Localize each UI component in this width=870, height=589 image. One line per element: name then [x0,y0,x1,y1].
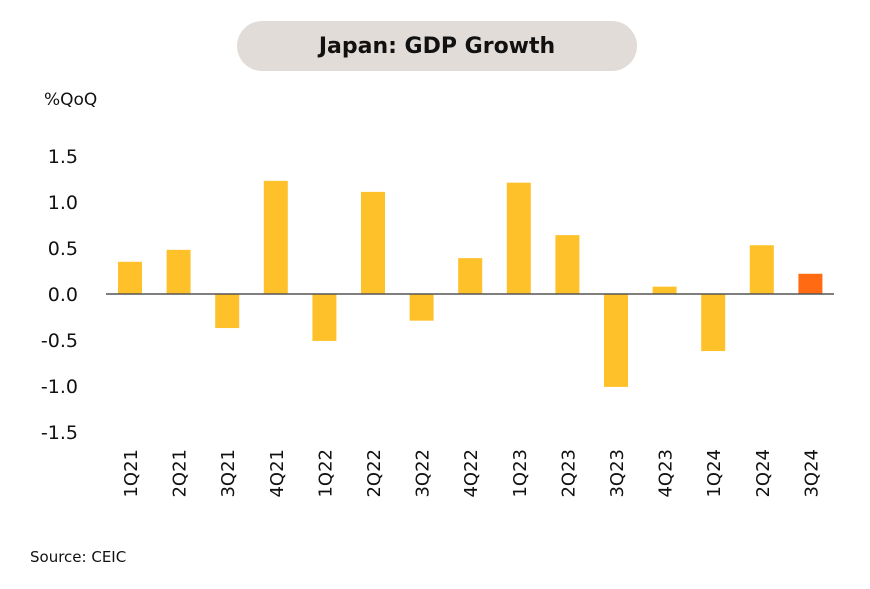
y-tick-label: -1.5 [41,422,78,444]
y-tick-label: 0.0 [48,284,78,306]
bar-1Q24 [701,294,726,352]
x-tick-label: 3Q21 [218,449,239,498]
x-tick-label: 3Q24 [801,449,822,498]
x-tick-label: 3Q23 [607,449,628,498]
bar-2Q21 [166,249,191,294]
x-tick-label: 1Q22 [315,449,336,498]
bar-1Q21 [118,261,142,294]
bar-3Q23 [604,294,628,387]
x-tick-label: 1Q23 [510,449,531,498]
bar-4Q23 [652,286,677,294]
x-tick-label: 2Q24 [753,449,774,498]
bar-1Q23 [506,182,531,294]
x-tick-label: 1Q21 [121,449,142,498]
bar-3Q24 [798,273,823,294]
x-tick-label: 4Q22 [461,449,482,498]
y-tick-label: 1.0 [48,192,78,214]
bar-4Q21 [263,180,288,294]
bar-4Q22 [458,258,483,294]
x-tick-label: 2Q22 [364,449,385,498]
y-axis-unit-label: %QoQ [44,90,98,110]
y-tick-label: 1.5 [48,146,78,168]
y-tick-label: -1.0 [41,376,78,398]
bar-2Q24 [749,245,774,294]
chart-title: Japan: GDP Growth [318,33,556,59]
y-tick-label: 0.5 [48,238,78,260]
bar-3Q21 [215,294,240,329]
bar-2Q22 [361,191,385,294]
x-tick-label: 4Q21 [267,449,288,498]
source-note: Source: CEIC [30,548,127,566]
y-tick-label: -0.5 [41,330,78,352]
bar-1Q22 [312,294,337,341]
x-tick-label: 2Q21 [170,449,191,498]
x-tick-label: 2Q23 [558,449,579,498]
x-tick-label: 1Q24 [704,449,725,498]
bar-2Q23 [555,235,580,294]
x-tick-label: 3Q22 [413,449,434,498]
x-tick-label: 4Q23 [656,449,677,498]
bar-3Q22 [409,294,434,321]
chart-title-pill: Japan: GDP Growth [237,21,637,71]
